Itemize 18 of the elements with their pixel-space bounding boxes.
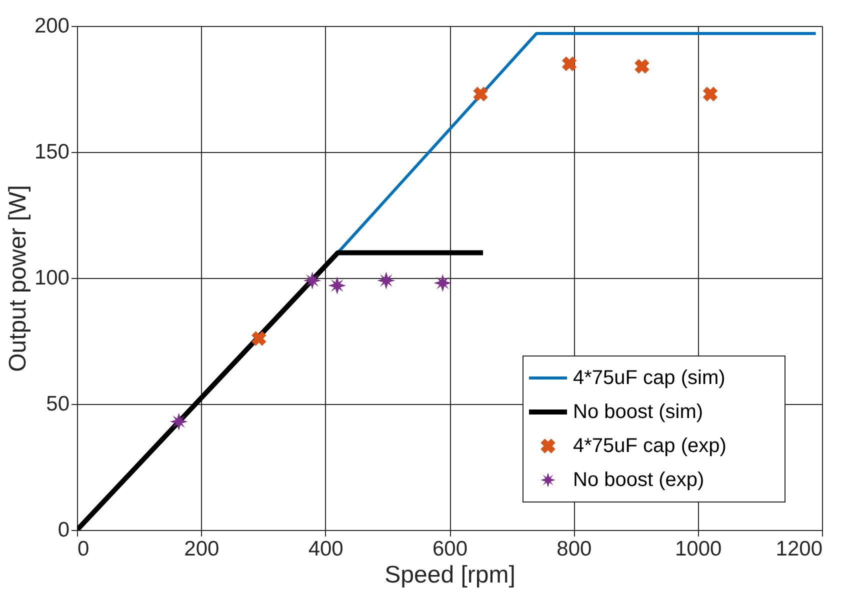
x-tick-label: 600 — [432, 538, 468, 560]
y-tick-label: 200 — [34, 14, 70, 38]
y-axis-title: Output power [W] — [4, 185, 32, 372]
y-tick-label: 50 — [46, 392, 70, 416]
x-tick-label: 200 — [184, 538, 220, 560]
legend-label: 4*75uF cap (exp) — [573, 435, 726, 457]
legend-label: No boost (sim) — [573, 401, 704, 423]
y-tick-label: 0 — [58, 518, 70, 542]
x-tick-label: 1000 — [674, 538, 722, 560]
legend-label: No boost (exp) — [573, 469, 704, 491]
x-tick-label: 0 — [78, 538, 90, 560]
legend-label: 4*75uF cap (sim) — [573, 367, 726, 389]
x-tick-label: 400 — [308, 538, 344, 560]
y-tick-label: 100 — [34, 266, 70, 290]
x-tick-label: 800 — [556, 538, 592, 560]
x-tick-label: 1200 — [776, 538, 822, 560]
y-tick-label: 150 — [34, 140, 70, 164]
x-axis-title: Speed [rpm] — [384, 562, 516, 588]
